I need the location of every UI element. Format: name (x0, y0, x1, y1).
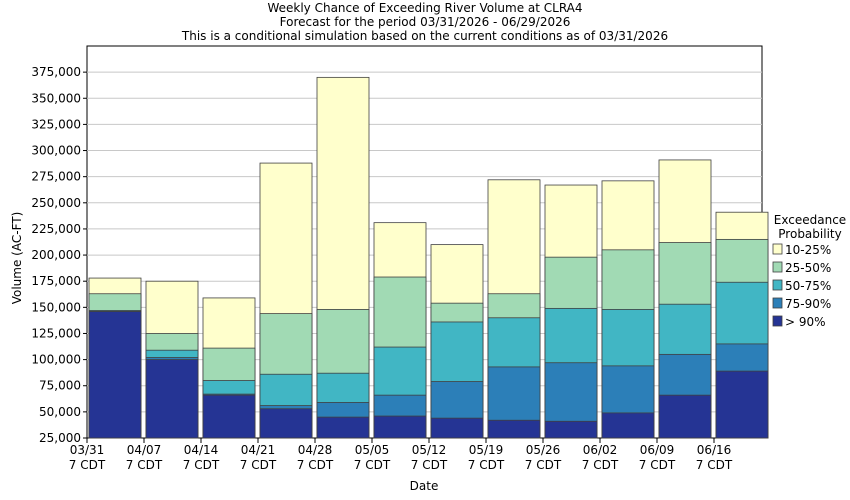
x-tick-label-date: 04/14 (184, 443, 219, 457)
legend-title-line-1: Exceedance (774, 213, 846, 227)
bar-segment (601, 412, 655, 439)
x-tick-label-tz: 7 CDT (411, 458, 448, 472)
x-tick-label-tz: 7 CDT (69, 458, 106, 472)
legend-label: > 90% (785, 315, 826, 329)
x-tick-label-tz: 7 CDT (582, 458, 619, 472)
x-tick-label-tz: 7 CDT (468, 458, 505, 472)
y-tick-label: 200,000 (31, 248, 81, 262)
x-axis-label: Date (410, 479, 439, 493)
y-tick-label: 150,000 (31, 300, 81, 314)
legend-swatch (772, 297, 783, 309)
x-tick-label-date: 05/05 (355, 443, 390, 457)
bar-segment (544, 420, 598, 439)
y-tick-label: 325,000 (31, 117, 81, 131)
y-tick-label: 125,000 (31, 326, 81, 340)
legend-label: 50-75% (785, 279, 831, 293)
chart-subtitle: Forecast for the period 03/31/2026 - 06/… (280, 15, 571, 29)
y-tick-label: 25,000 (39, 431, 81, 445)
x-tick-label-tz: 7 CDT (354, 458, 391, 472)
x-tick-label-tz: 7 CDT (696, 458, 733, 472)
y-tick-label: 350,000 (31, 91, 81, 105)
y-tick-label: 375,000 (31, 65, 81, 79)
bars (88, 76, 769, 439)
x-tick-label-date: 05/12 (412, 443, 447, 457)
legend-label: 75-90% (785, 297, 831, 311)
x-tick-label-date: 04/21 (241, 443, 276, 457)
x-tick-label-tz: 7 CDT (126, 458, 163, 472)
bar-segment (145, 359, 199, 439)
x-tick-label-tz: 7 CDT (183, 458, 220, 472)
x-tick-label-date: 05/26 (526, 443, 561, 457)
bar-segment (658, 394, 712, 439)
x-tick-label-date: 04/28 (298, 443, 333, 457)
bar-segment (259, 408, 313, 439)
legend-label: 10-25% (785, 243, 831, 257)
x-tick-label-date: 06/09 (640, 443, 675, 457)
y-tick-label: 175,000 (31, 274, 81, 288)
x-tick-label-tz: 7 CDT (297, 458, 334, 472)
legend-title-line-2: Probability (778, 227, 841, 241)
y-tick-label: 50,000 (39, 405, 81, 419)
bar-segment (430, 417, 484, 439)
y-tick-label: 275,000 (31, 170, 81, 184)
bar-segment (487, 419, 541, 439)
legend-swatch (772, 279, 783, 291)
x-tick-label-date: 06/16 (697, 443, 732, 457)
x-tick-label-tz: 7 CDT (639, 458, 676, 472)
x-tick-label-tz: 7 CDT (240, 458, 277, 472)
y-tick-label: 225,000 (31, 222, 81, 236)
legend-swatch (772, 243, 783, 255)
chart-title: Weekly Chance of Exceeding River Volume … (267, 1, 582, 15)
legend-swatch (772, 261, 783, 273)
legend-label: 25-50% (785, 261, 831, 275)
x-tick-label-date: 06/02 (583, 443, 618, 457)
legend: Exceedance Probability 10-25% 25-50% 50-75… (772, 213, 846, 329)
y-tick-label: 300,000 (31, 144, 81, 158)
chart-subtitle-2: This is a conditional simulation based o… (181, 29, 668, 43)
x-tick-label-date: 03/31 (70, 443, 105, 457)
bar-segment (316, 416, 370, 439)
y-ticks: 25,000 50,000 75,000 100,000 125,000 150,000 1… (31, 65, 87, 445)
y-axis-label: Volume (AC-FT) (10, 212, 24, 305)
x-tick-label-date: 04/07 (127, 443, 162, 457)
bar-segment (202, 394, 256, 439)
bar-segment (373, 415, 427, 439)
bar-segment (715, 370, 769, 439)
x-tick-label-date: 05/19 (469, 443, 504, 457)
bar-segment (88, 311, 142, 439)
y-tick-label: 75,000 (39, 379, 81, 393)
x-tick-label-tz: 7 CDT (525, 458, 562, 472)
legend-swatch (772, 315, 783, 327)
y-tick-label: 250,000 (31, 196, 81, 210)
y-tick-label: 100,000 (31, 353, 81, 367)
